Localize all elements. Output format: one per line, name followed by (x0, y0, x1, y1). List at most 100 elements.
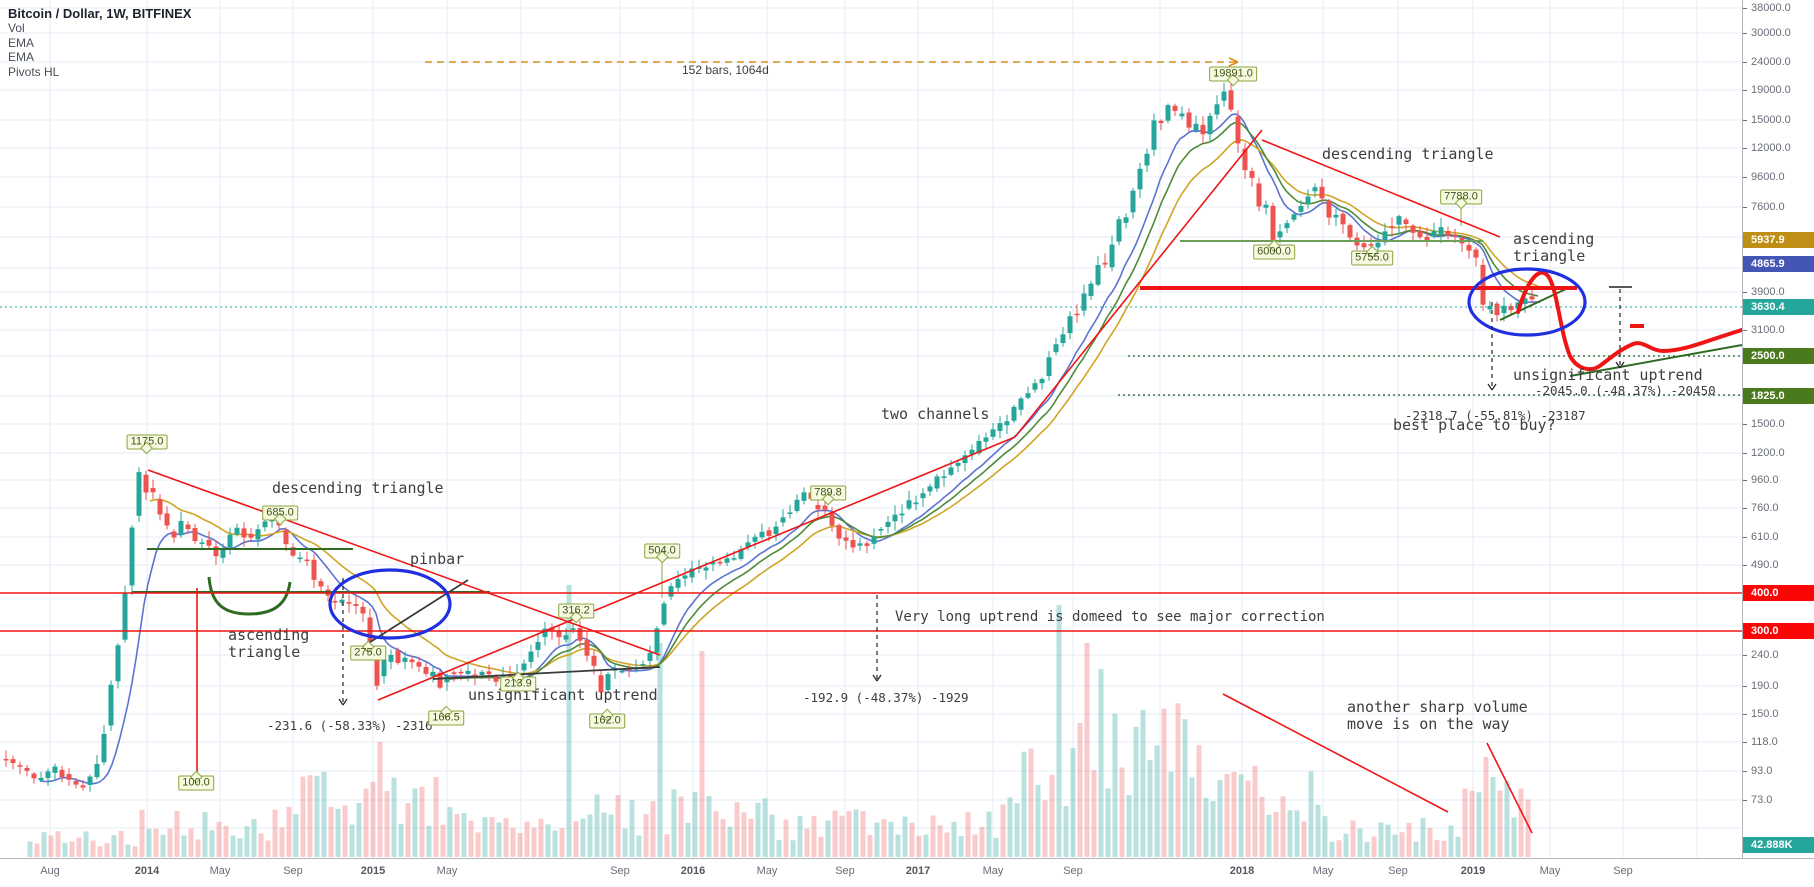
measure-2-label[interactable]: -192.9 (-48.37%) -1929 (803, 690, 969, 705)
time-tick-May: May (436, 865, 458, 877)
tick-mark (1743, 536, 1747, 538)
bars-count-label[interactable]: 152 bars, 1064d (682, 63, 769, 77)
price-tick-1500.0: 1500.0 (1743, 418, 1814, 430)
volume-move-label[interactable]: another sharp volume move is on the way (1347, 698, 1528, 733)
pivot-label-7788.0: 7788.0 (1440, 189, 1482, 210)
tick-mark (1743, 654, 1747, 656)
tick-mark (1743, 564, 1747, 566)
chart-legend: Bitcoin / Dollar, 1W, BITFINEX Vol EMA E… (8, 6, 191, 79)
price-tick-15000.0: 15000.0 (1743, 114, 1814, 126)
price-chart-pane[interactable]: Bitcoin / Dollar, 1W, BITFINEX Vol EMA E… (0, 0, 1742, 858)
ascending-triangle-1-label[interactable]: ascending triangle (228, 626, 310, 661)
pivot-label-316.2: 316.2 (558, 603, 594, 624)
tick-mark (1743, 452, 1747, 454)
indicator-ema-1[interactable]: EMA (8, 35, 35, 50)
time-tick-May: May (209, 865, 231, 877)
pivot-label-789.8: 789.8 (810, 485, 846, 506)
measure-3-label[interactable]: -2318.7 (-55.81%) -23187 (1405, 408, 1586, 423)
pivot-label-166.5: 166.5 (428, 705, 464, 726)
price-tick-490.0: 490.0 (1743, 559, 1814, 571)
descending-triangle-1-label[interactable]: descending triangle (272, 479, 444, 497)
tick-mark (1743, 147, 1747, 149)
time-tick-Sep: Sep (283, 865, 303, 877)
pivot-label-162.0: 162.0 (589, 708, 625, 729)
time-tick-2014: 2014 (134, 865, 160, 877)
indicator-vol[interactable]: Vol (8, 21, 25, 35)
price-tick-93.0: 93.0 (1743, 765, 1814, 777)
tick-mark (1743, 329, 1747, 331)
two-channels-label[interactable]: two channels (881, 405, 990, 423)
time-tick-Sep: Sep (1063, 865, 1083, 877)
time-tick-Sep: Sep (1388, 865, 1408, 877)
pivot-label-504.0: 504.0 (644, 543, 680, 564)
pivot-label-685.0: 685.0 (262, 505, 298, 526)
time-tick-2016: 2016 (680, 865, 706, 877)
unsignificant-uptrend-2-label[interactable]: unsignificant uptrend (1513, 366, 1703, 384)
ascending-triangle-2-label[interactable]: ascending triangle (1513, 230, 1595, 265)
pinbar-label[interactable]: pinbar (410, 550, 465, 568)
price-tick-19000.0: 19000.0 (1743, 84, 1814, 96)
time-tick-Sep: Sep (835, 865, 855, 877)
tick-mark (1743, 685, 1747, 687)
tick-mark (1743, 799, 1747, 801)
price-tick-24000.0: 24000.0 (1743, 56, 1814, 68)
price-tick-118.0: 118.0 (1743, 736, 1814, 748)
pivot-label-19891.0: 19891.0 (1209, 66, 1257, 87)
pivot-label-213.9: 213.9 (500, 671, 536, 692)
price-tick-30000.0: 30000.0 (1743, 27, 1814, 39)
price-badge-300.0: 300.0 (1743, 623, 1814, 639)
tick-mark (1743, 479, 1747, 481)
descending-triangle-2-label[interactable]: descending triangle (1322, 145, 1494, 163)
tick-mark (1743, 32, 1747, 34)
time-tick-May: May (1312, 865, 1334, 877)
price-badge-42.888K: 42.888K (1743, 837, 1814, 853)
price-tick-760.0: 760.0 (1743, 502, 1814, 514)
price-badge-1825.0: 1825.0 (1743, 388, 1814, 404)
tick-mark (1743, 89, 1747, 91)
tick-mark (1743, 206, 1747, 208)
time-tick-Sep: Sep (610, 865, 630, 877)
time-tick-2015: 2015 (360, 865, 386, 877)
price-badge-5937.9: 5937.9 (1743, 232, 1814, 248)
pivot-label-100.0: 100.0 (178, 770, 214, 791)
measure-1-label[interactable]: -231.6 (-58.33%) -2316 (267, 718, 433, 733)
symbol-title[interactable]: Bitcoin / Dollar, 1W, BITFINEX (8, 6, 192, 21)
time-tick-May: May (1539, 865, 1561, 877)
tick-mark (1743, 713, 1747, 715)
tick-mark (1743, 119, 1747, 121)
pivot-label-1175.0: 1175.0 (126, 434, 168, 455)
price-tick-12000.0: 12000.0 (1743, 142, 1814, 154)
unsignificant-uptrend-1-label[interactable]: unsignificant uptrend (468, 686, 658, 704)
price-badge-2500.0: 2500.0 (1743, 348, 1814, 364)
price-tick-9600.0: 9600.0 (1743, 171, 1814, 183)
indicator-pivots-hl[interactable]: Pivots HL (8, 64, 60, 79)
price-tick-38000.0: 38000.0 (1743, 2, 1814, 14)
price-tick-190.0: 190.0 (1743, 680, 1814, 692)
tick-mark (1743, 176, 1747, 178)
price-badge-400.0: 400.0 (1743, 585, 1814, 601)
price-chart-canvas[interactable] (0, 0, 1742, 858)
long-uptrend-label[interactable]: Very long uptrend is domeed to see major… (895, 609, 1325, 625)
measure-4-label[interactable]: -2045.0 (-48.37%) -20450 (1535, 383, 1716, 398)
best-place-label[interactable]: best place to buy? (1393, 416, 1556, 434)
price-tick-3900.0: 3900.0 (1743, 286, 1814, 298)
tick-mark (1743, 7, 1747, 9)
tick-mark (1743, 507, 1747, 509)
price-tick-1200.0: 1200.0 (1743, 447, 1814, 459)
indicator-ema-2[interactable]: EMA (8, 50, 35, 65)
time-axis[interactable]: Aug 2014 May Sep 2015 May Sep 2016 May Sep 2017 May… (0, 858, 1814, 887)
price-tick-240.0: 240.0 (1743, 649, 1814, 661)
price-tick-7600.0: 7600.0 (1743, 201, 1814, 213)
tick-mark (1743, 61, 1747, 63)
price-axis[interactable]: 38000.0 30000.0 24000.0 19000.0 15000.0 12000… (1742, 0, 1814, 858)
price-tick-610.0: 610.0 (1743, 531, 1814, 543)
pivot-label-275.0: 275.0 (350, 640, 386, 661)
price-tick-3100.0: 3100.0 (1743, 324, 1814, 336)
price-badge-4865.9: 4865.9 (1743, 256, 1814, 272)
time-tick-May: May (982, 865, 1004, 877)
time-tick-2019: 2019 (1460, 865, 1486, 877)
price-tick-960.0: 960.0 (1743, 474, 1814, 486)
tick-mark (1743, 770, 1747, 772)
time-tick-Aug: Aug (40, 865, 60, 877)
pivot-label-6000.0: 6000.0 (1253, 239, 1295, 260)
